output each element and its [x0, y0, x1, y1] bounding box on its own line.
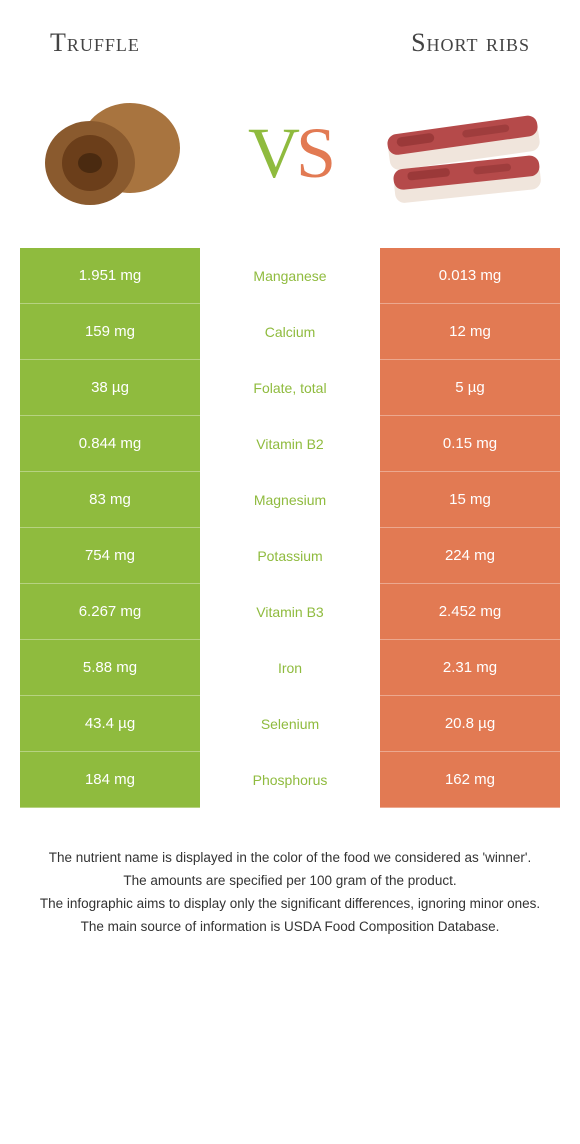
- nutrient-name: Manganese: [200, 248, 380, 304]
- nutrient-name: Selenium: [200, 696, 380, 752]
- caption-line: The main source of information is USDA F…: [30, 917, 550, 938]
- nutrient-name: Folate, total: [200, 360, 380, 416]
- hero: VS: [0, 68, 580, 248]
- left-value: 159 mg: [20, 304, 200, 360]
- table-row: 0.844 mgVitamin B20.15 mg: [20, 416, 560, 472]
- left-value: 83 mg: [20, 472, 200, 528]
- comparison-table: 1.951 mgManganese0.013 mg159 mgCalcium12…: [0, 248, 580, 808]
- left-value: 5.88 mg: [20, 640, 200, 696]
- right-value: 2.31 mg: [380, 640, 560, 696]
- left-value: 38 µg: [20, 360, 200, 416]
- title-right: Short ribs: [411, 28, 530, 58]
- nutrient-name: Vitamin B2: [200, 416, 380, 472]
- left-value: 43.4 µg: [20, 696, 200, 752]
- caption-line: The nutrient name is displayed in the co…: [30, 848, 550, 869]
- table-row: 184 mgPhosphorus162 mg: [20, 752, 560, 808]
- right-value: 224 mg: [380, 528, 560, 584]
- table-row: 1.951 mgManganese0.013 mg: [20, 248, 560, 304]
- caption-line: The infographic aims to display only the…: [30, 894, 550, 915]
- vs-label: VS: [248, 112, 332, 195]
- left-value: 184 mg: [20, 752, 200, 808]
- caption: The nutrient name is displayed in the co…: [0, 808, 580, 960]
- truffle-image: [30, 88, 200, 218]
- table-row: 754 mgPotassium224 mg: [20, 528, 560, 584]
- right-value: 0.013 mg: [380, 248, 560, 304]
- left-value: 6.267 mg: [20, 584, 200, 640]
- left-value: 754 mg: [20, 528, 200, 584]
- right-value: 5 µg: [380, 360, 560, 416]
- caption-line: The amounts are specified per 100 gram o…: [30, 871, 550, 892]
- nutrient-name: Phosphorus: [200, 752, 380, 808]
- vs-s: S: [296, 112, 332, 195]
- right-value: 20.8 µg: [380, 696, 560, 752]
- left-value: 0.844 mg: [20, 416, 200, 472]
- short-ribs-icon: [380, 93, 550, 213]
- title-bar: Truffle Short ribs: [0, 0, 580, 68]
- right-value: 162 mg: [380, 752, 560, 808]
- right-value: 2.452 mg: [380, 584, 560, 640]
- table-row: 159 mgCalcium12 mg: [20, 304, 560, 360]
- right-value: 0.15 mg: [380, 416, 560, 472]
- table-row: 6.267 mgVitamin B32.452 mg: [20, 584, 560, 640]
- nutrient-name: Iron: [200, 640, 380, 696]
- table-row: 5.88 mgIron2.31 mg: [20, 640, 560, 696]
- title-left: Truffle: [50, 28, 140, 58]
- right-value: 15 mg: [380, 472, 560, 528]
- vs-v: V: [248, 112, 296, 195]
- left-value: 1.951 mg: [20, 248, 200, 304]
- table-row: 43.4 µgSelenium20.8 µg: [20, 696, 560, 752]
- short-ribs-image: [380, 88, 550, 218]
- nutrient-name: Magnesium: [200, 472, 380, 528]
- truffle-icon: [35, 93, 195, 213]
- table-row: 83 mgMagnesium15 mg: [20, 472, 560, 528]
- nutrient-name: Potassium: [200, 528, 380, 584]
- table-row: 38 µgFolate, total5 µg: [20, 360, 560, 416]
- right-value: 12 mg: [380, 304, 560, 360]
- nutrient-name: Vitamin B3: [200, 584, 380, 640]
- nutrient-name: Calcium: [200, 304, 380, 360]
